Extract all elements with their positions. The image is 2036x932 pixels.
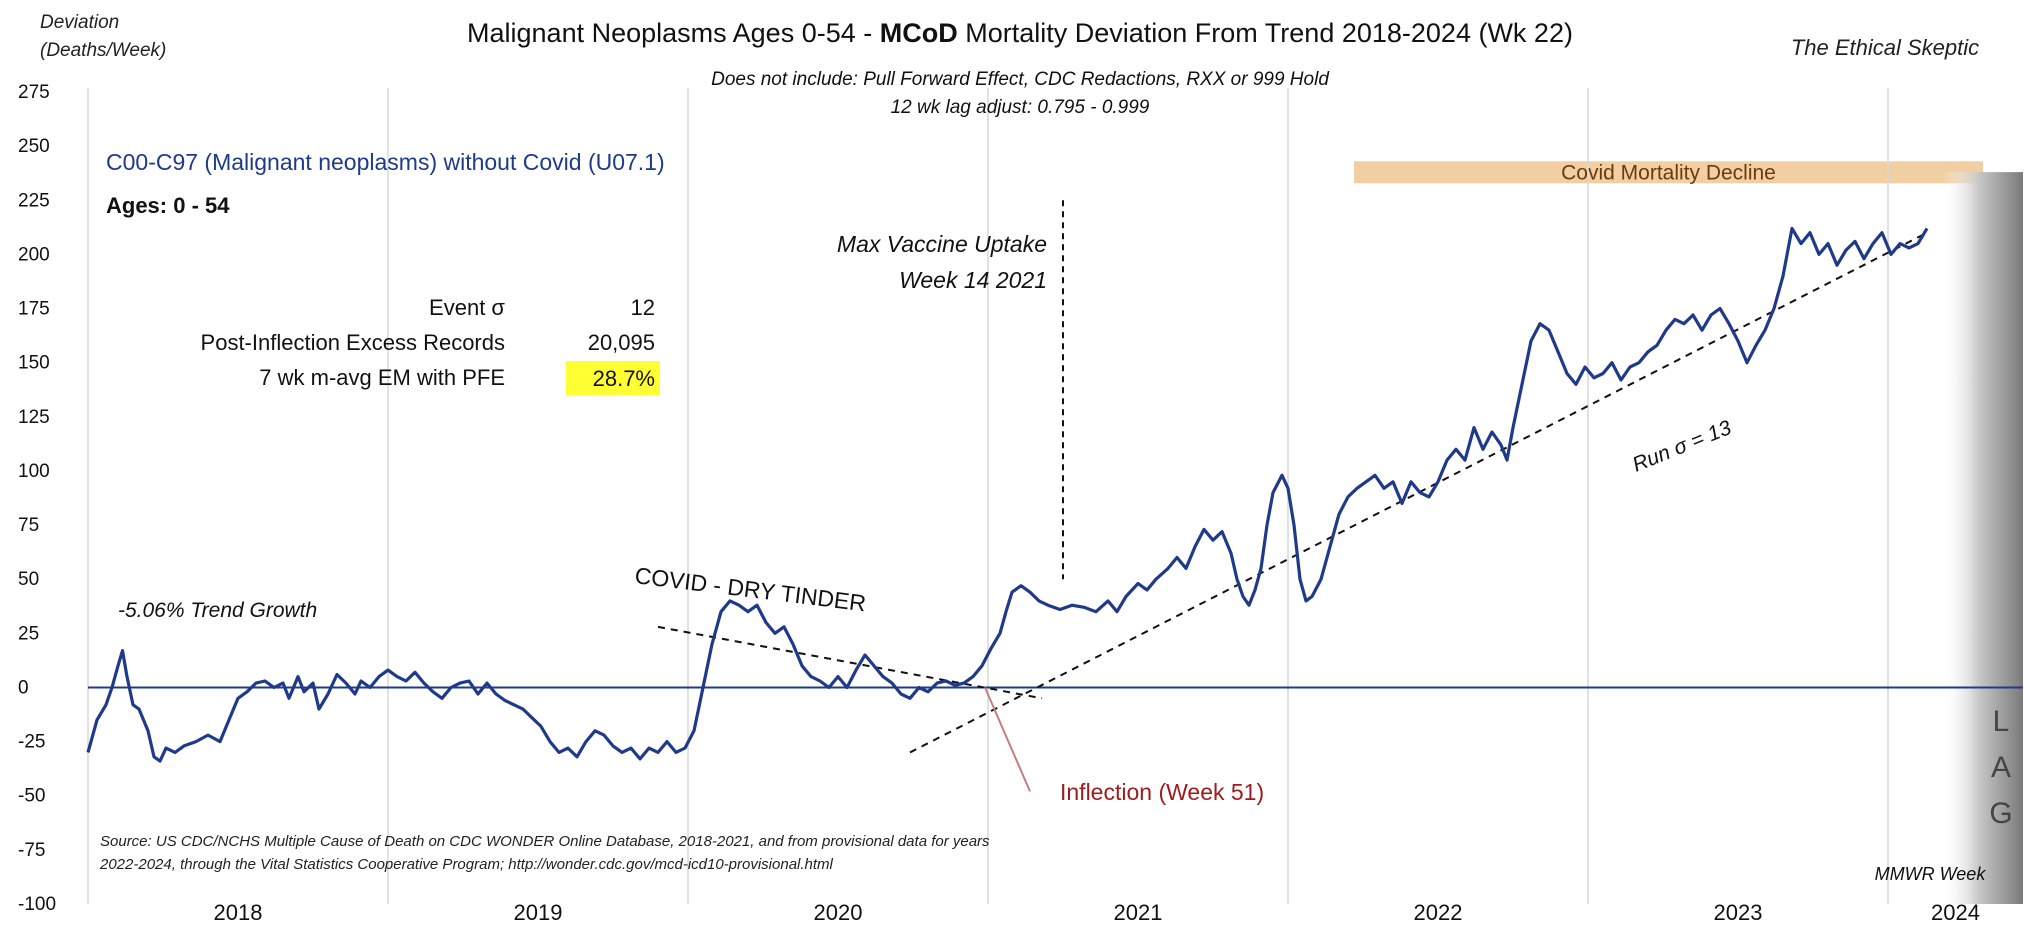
- y-tick-label: -100: [18, 894, 56, 915]
- y-tick-label: -50: [18, 786, 45, 807]
- stat-label-mavg: 7 wk m-avg EM with PFE: [259, 365, 505, 390]
- series-line: [86, 226, 1929, 763]
- x-year-label: 2024: [1931, 900, 1980, 925]
- max-vaccine-label-1: Max Vaccine Uptake: [837, 231, 1047, 257]
- y-tick-label: -25: [18, 732, 45, 753]
- covid-mortality-decline-label: Covid Mortality Decline: [1561, 161, 1776, 184]
- x-year-label: 2020: [814, 900, 863, 925]
- source-line-1: Source: US CDC/NCHS Multiple Cause of De…: [100, 833, 990, 850]
- lag-letters: LAG: [1989, 705, 2012, 830]
- stat-highlight: [566, 361, 660, 395]
- x-year-label: 2018: [214, 900, 263, 925]
- lag-letter: A: [1991, 751, 2011, 784]
- inflection-label: Inflection (Week 51): [1060, 779, 1264, 805]
- stat-label-excess-records: Post-Inflection Excess Records: [201, 330, 505, 355]
- title-bold: MCoD: [880, 18, 958, 48]
- lag-letter: L: [1993, 705, 2010, 738]
- x-axis-label: MMWR Week: [1875, 864, 1987, 884]
- trend-line-run: [909, 231, 1928, 754]
- y-axis-ticks: 2752502252001751501251007550250-25-50-75…: [18, 82, 56, 915]
- x-axis-year-labels: 2018 2019 2020 2021 2022 2023 2024: [214, 900, 1980, 925]
- trend-line-inflection-pointer: [984, 687, 1031, 792]
- chart-title: Malignant Neoplasms Ages 0-54 - MCoD Mor…: [467, 18, 1573, 48]
- x-year-label: 2021: [1114, 900, 1163, 925]
- y-tick-label: 50: [18, 569, 39, 590]
- y-tick-label: 250: [18, 136, 50, 157]
- chart-subtitle-1: Does not include: Pull Forward Effect, C…: [711, 69, 1330, 90]
- watermark: The Ethical Skeptic: [1791, 35, 1979, 60]
- y-tick-label: 0: [18, 677, 29, 698]
- stat-value-event-sigma: 12: [631, 295, 655, 320]
- max-vaccine-label-2: Week 14 2021: [899, 267, 1047, 293]
- y-tick-label: 100: [18, 461, 50, 482]
- stat-value-mavg: 28.7%: [593, 366, 655, 391]
- stat-label-event-sigma: Event σ: [429, 295, 505, 320]
- y-tick-label: 125: [18, 407, 50, 428]
- ages-label: Ages: 0 - 54: [106, 193, 230, 218]
- title-suffix: Mortality Deviation From Trend 2018-2024…: [958, 18, 1573, 48]
- y-tick-label: 225: [18, 190, 50, 211]
- covid-mortality-decline-band: [1354, 161, 1983, 184]
- y-tick-label: 275: [18, 82, 50, 103]
- y-axis-label-line1: Deviation: [40, 12, 119, 33]
- stat-value-excess-records: 20,095: [588, 330, 655, 355]
- y-tick-label: 175: [18, 299, 50, 320]
- trend-lines: [657, 231, 1928, 792]
- lag-band: [1942, 172, 2023, 905]
- y-tick-label: 200: [18, 244, 50, 265]
- source-line-2: 2022-2024, through the Vital Statistics …: [99, 856, 834, 873]
- trend-growth-label: -5.06% Trend Growth: [118, 599, 317, 622]
- y-tick-label: -75: [18, 840, 45, 861]
- series-label: C00-C97 (Malignant neoplasms) without Co…: [106, 149, 665, 175]
- chart-subtitle-2: 12 wk lag adjust: 0.795 - 0.999: [891, 97, 1150, 118]
- x-year-label: 2019: [514, 900, 563, 925]
- title-prefix: Malignant Neoplasms Ages 0-54 -: [467, 18, 880, 48]
- plot-background: [88, 92, 2023, 904]
- y-tick-label: 150: [18, 353, 50, 374]
- y-tick-label: 25: [18, 623, 39, 644]
- trend-line-tinder: [657, 625, 1043, 700]
- x-year-label: 2023: [1714, 900, 1763, 925]
- y-tick-label: 75: [18, 515, 39, 536]
- x-year-label: 2022: [1414, 900, 1463, 925]
- y-axis-label-line2: (Deaths/Week): [40, 40, 166, 61]
- lag-letter: G: [1989, 797, 2012, 830]
